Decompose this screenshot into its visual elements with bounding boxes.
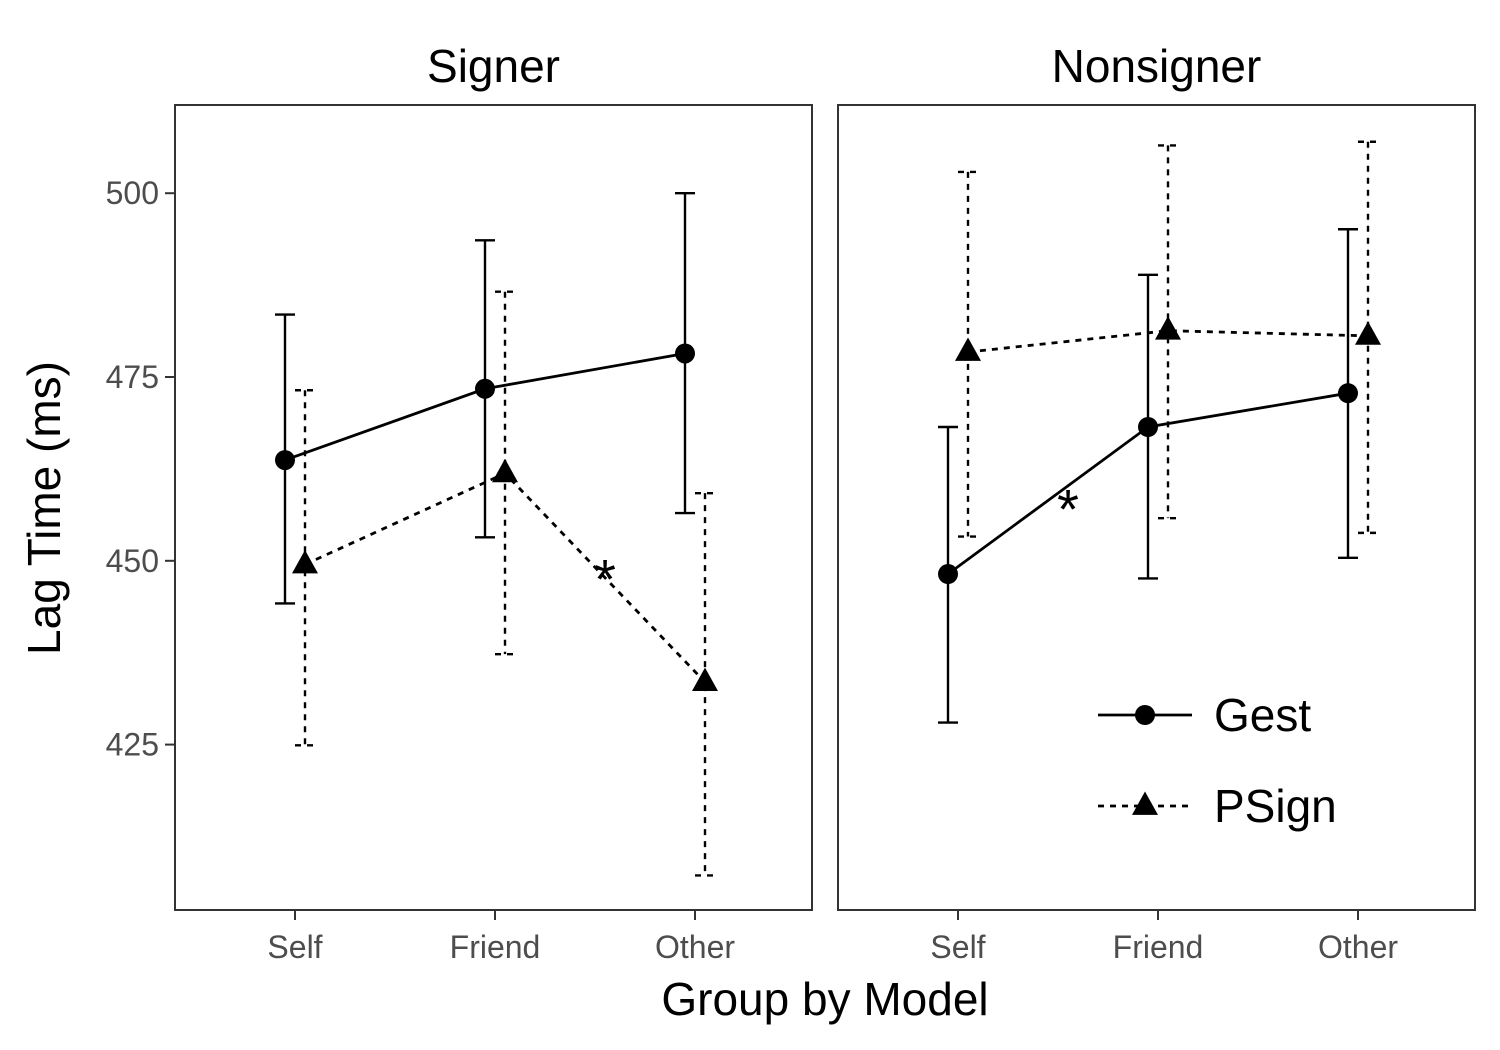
legend: Gest PSign [1098, 689, 1337, 832]
legend-entry-gest: Gest [1098, 689, 1311, 741]
significance-marker: * [594, 547, 616, 610]
data-point [1338, 383, 1358, 404]
panel-signer: Signer 425 450 475 500 Self Friend Other * [106, 40, 813, 965]
y-tick-label: 500 [106, 175, 159, 211]
y-tick-label: 475 [106, 359, 159, 395]
data-point [1138, 417, 1158, 437]
data-point [675, 343, 695, 364]
data-point [1155, 316, 1181, 340]
data-point [275, 450, 295, 471]
legend-label: PSign [1214, 780, 1337, 832]
x-tick-label: Self [267, 929, 322, 965]
panel-nonsigner: Nonsigner Self Friend Other * [837, 40, 1476, 965]
x-tick-label: Friend [450, 929, 541, 965]
legend-label: Gest [1214, 689, 1311, 741]
x-tick-label: Other [655, 929, 735, 965]
x-tick-label: Friend [1113, 929, 1204, 965]
data-point [938, 564, 958, 585]
series-gest [938, 228, 1358, 724]
y-tick-label: 450 [106, 543, 159, 579]
series-gest [275, 192, 695, 605]
series-psign [292, 290, 718, 877]
y-axis-title: Lag Time (ms) [18, 361, 70, 655]
panel-title: Nonsigner [1052, 40, 1262, 92]
data-point [475, 378, 495, 399]
legend-marker [1132, 791, 1158, 815]
data-point [692, 667, 718, 691]
panel-frame [837, 104, 1476, 911]
x-axis-title: Group by Model [661, 973, 988, 1025]
y-tick-label: 425 [106, 727, 159, 763]
data-point [955, 337, 981, 361]
panel-title: Signer [427, 40, 560, 92]
x-tick-label: Self [930, 929, 985, 965]
legend-entry-psign: PSign [1098, 780, 1337, 832]
data-point [1355, 321, 1381, 345]
legend-marker [1135, 705, 1155, 725]
x-tick-label: Other [1318, 929, 1398, 965]
significance-marker: * [1057, 478, 1079, 541]
data-point [292, 549, 318, 574]
panel-frame [174, 104, 813, 911]
data-point [492, 458, 518, 483]
series-psign [955, 140, 1381, 538]
